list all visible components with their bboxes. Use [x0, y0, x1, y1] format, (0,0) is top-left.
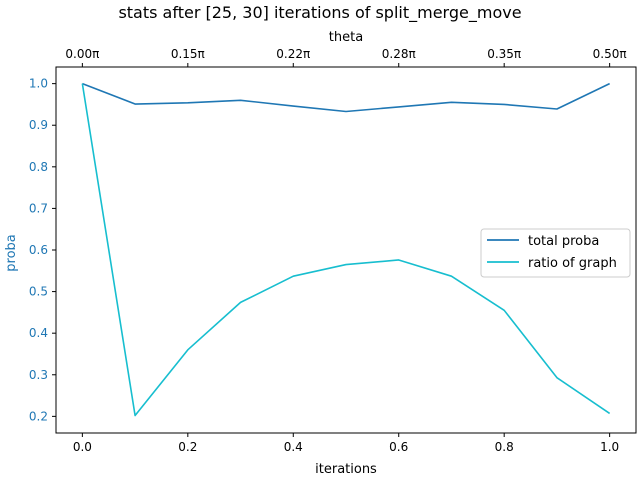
top-tick-label: 0.15π: [171, 47, 205, 61]
top-tick-label: 0.50π: [593, 47, 627, 61]
top-tick-label: 0.00π: [65, 47, 99, 61]
y-tick-label: 0.3: [29, 368, 48, 382]
top-tick-label: 0.35π: [487, 47, 521, 61]
x-tick-label: 0.4: [284, 440, 303, 454]
legend-box: [480, 228, 631, 278]
y-axis-ticks: 0.2 0.3 0.4 0.5 0.6 0.7 0.8 0.9 1.0: [29, 77, 56, 423]
top-tick-label: 0.28π: [382, 47, 416, 61]
y-tick-label: 0.5: [29, 285, 48, 299]
x-tick-label: 0.2: [178, 440, 197, 454]
x-tick-label: 0.6: [389, 440, 408, 454]
x-axis-label: iterations: [315, 462, 377, 477]
x-tick-label: 0.0: [73, 440, 92, 454]
x-tick-label: 0.8: [495, 440, 514, 454]
y-tick-label: 0.7: [29, 201, 48, 215]
x-axis-ticks: 0.0 0.2 0.4 0.6 0.8 1.0: [73, 433, 619, 454]
legend-label-ratio-of-graph: ratio of graph: [528, 256, 617, 271]
top-axis-label: theta: [329, 30, 363, 45]
top-tick-label: 0.22π: [276, 47, 310, 61]
y-tick-label: 0.2: [29, 409, 48, 423]
legend-label-total-proba: total proba: [528, 234, 599, 249]
y-tick-label: 0.9: [29, 118, 48, 132]
chart-title: stats after [25, 30] iterations of split…: [118, 3, 521, 23]
y-tick-label: 0.8: [29, 160, 48, 174]
series-line-ratio-of-graph: [81, 83, 611, 417]
series-line-total-proba: [82, 82, 610, 113]
y-tick-label: 1.0: [29, 77, 48, 91]
legend: total proba ratio of graph: [480, 228, 631, 278]
y-tick-label: 0.4: [29, 326, 48, 340]
x-tick-label: 1.0: [600, 440, 619, 454]
series-lines: [81, 82, 611, 417]
y-tick-label: 0.6: [29, 243, 48, 257]
top-axis-ticks: 0.00π 0.15π 0.22π 0.28π 0.35π 0.50π: [65, 47, 627, 67]
y-axis-label: proba: [4, 234, 19, 271]
